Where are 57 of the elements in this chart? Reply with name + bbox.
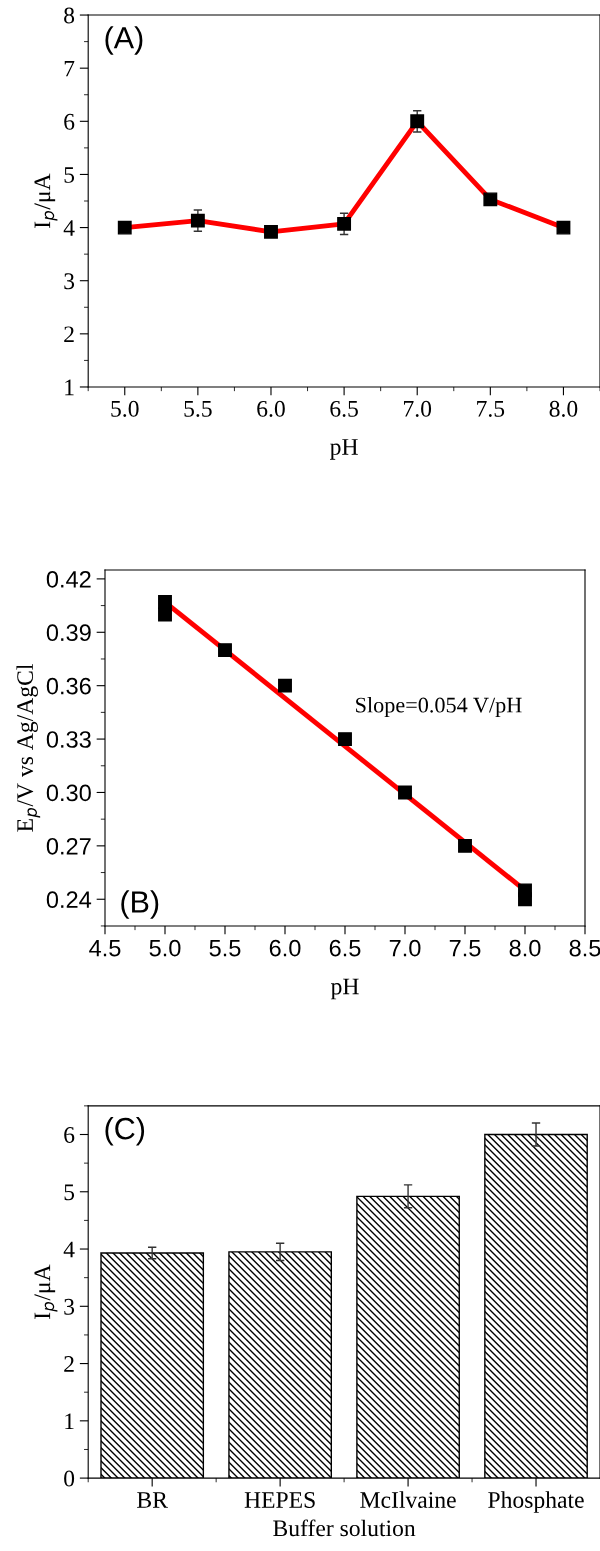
y-tick-label: 4	[63, 220, 75, 236]
y-tick-label: 3	[64, 273, 75, 290]
x-axis-title: pH	[330, 439, 358, 460]
y-tick-label: 0.36	[46, 677, 91, 695]
x-tick-label: 7.0	[404, 400, 432, 417]
annotation: (C)	[105, 1117, 145, 1146]
y-tick-label: 5	[64, 1184, 75, 1201]
x-tick-label: 8.0	[549, 400, 578, 417]
annotation: (B)	[121, 890, 159, 919]
x-tick-label: 5.5	[209, 940, 241, 957]
y-tick-label: 0.39	[46, 624, 91, 642]
y-tick-label: 8	[64, 7, 75, 24]
x-tick-label: Phosphate	[488, 1491, 584, 1513]
y-tick-label: 6	[64, 113, 75, 130]
x-tick-label: 5.5	[184, 401, 212, 417]
y-axis-title: I$_{p}$/μA	[34, 173, 58, 229]
annotation: (A)	[105, 26, 143, 55]
y-tick-label: 5	[64, 167, 75, 183]
x-tick-label: 8.0	[509, 939, 541, 957]
x-tick-label: 6.5	[330, 400, 358, 417]
annotation: Slope=0.054 V/pH	[356, 696, 522, 718]
point	[458, 838, 472, 853]
point	[338, 732, 352, 747]
x-tick-label: 6.0	[269, 939, 301, 957]
y-tick-label: 0	[64, 1470, 75, 1487]
y-tick-label: 2	[64, 326, 74, 343]
x-tick-label: 5.0	[149, 939, 181, 957]
y-tick-label: 0.30	[46, 784, 91, 802]
y-axis-title: E$_{p}$/V vs Ag/AgCl	[16, 664, 41, 832]
y-tick-label: 4	[63, 1241, 75, 1258]
y-tick-label: 0.24	[46, 891, 92, 909]
x-tick-label: 6.0	[257, 400, 285, 417]
y-tick-label: 6	[64, 1127, 75, 1143]
y-axis-title: I$_{p}$/μA	[34, 1264, 58, 1319]
x-tick-label: BR	[137, 1492, 168, 1508]
y-tick-label: 1	[65, 1413, 74, 1430]
y-tick-label: 3	[64, 1298, 75, 1315]
x-axis-title: Buffer solution	[273, 1519, 416, 1537]
x-tick-label: 5.0	[111, 400, 139, 417]
x-tick-label: 6.5	[329, 939, 361, 957]
y-tick-label: 7	[64, 60, 75, 77]
x-tick-label: 4.5	[89, 940, 121, 957]
y-tick-label: 0.33	[46, 731, 91, 748]
x-tick-label: McIlvaine	[360, 1491, 456, 1508]
y-tick-label: 1	[65, 379, 74, 396]
x-tick-label: HEPES	[244, 1492, 315, 1508]
x-tick-label: 7.5	[477, 401, 505, 417]
x-tick-label: 7.5	[449, 940, 481, 957]
point	[278, 678, 292, 693]
y-tick-label: 2	[64, 1356, 74, 1372]
x-axis-title: pH	[330, 978, 359, 1000]
x-tick-label: 7.0	[389, 939, 421, 957]
y-tick-label: 0.42	[46, 570, 91, 588]
point	[398, 785, 412, 800]
point	[218, 643, 232, 658]
y-tick-label: 0.27	[46, 837, 91, 855]
x-tick-label: 8.5	[569, 939, 600, 957]
